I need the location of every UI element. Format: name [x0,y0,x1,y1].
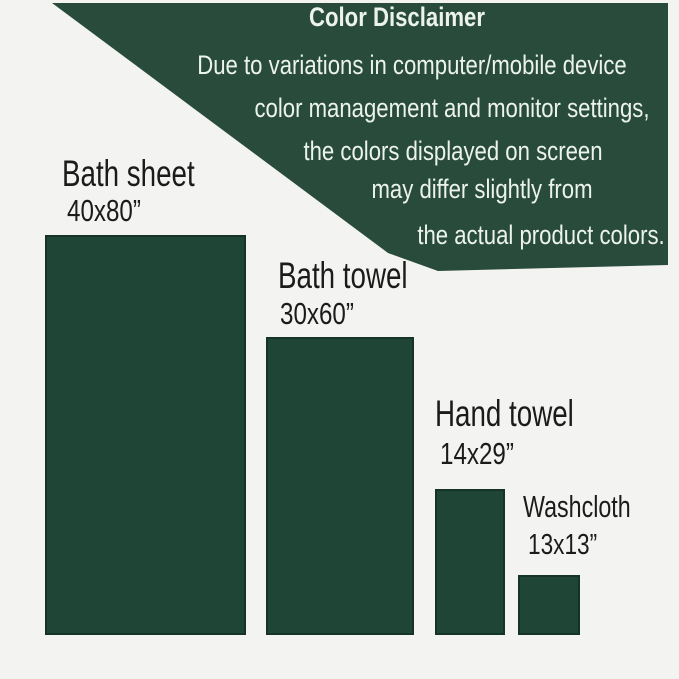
disclaimer-title: Color Disclaimer [309,2,485,32]
bath-towel-label: Bath towel [278,255,408,296]
hand-towel-label: Hand towel [435,393,574,434]
disclaimer-line: the colors displayed on screen [303,136,603,166]
bath-towel-size-label: 30x60” [280,296,354,331]
disclaimer-line: color management and monitor settings, [254,93,650,123]
bath-sheet-swatch [45,235,246,635]
washcloth-size-label: 13x13” [528,529,598,561]
bath-towel-swatch [266,337,414,635]
disclaimer-line: Due to variations in computer/mobile dev… [197,50,627,80]
disclaimer-line: may differ slightly from [371,174,593,204]
hand-towel-size-label: 14x29” [440,436,514,471]
bath-sheet-label: Bath sheet [62,153,195,194]
bath-sheet-size-label: 40x80” [67,193,141,228]
disclaimer-line: the actual product colors. [417,220,665,250]
washcloth-swatch [518,575,580,635]
hand-towel-swatch [435,489,505,635]
washcloth-label: Washcloth [523,489,631,524]
